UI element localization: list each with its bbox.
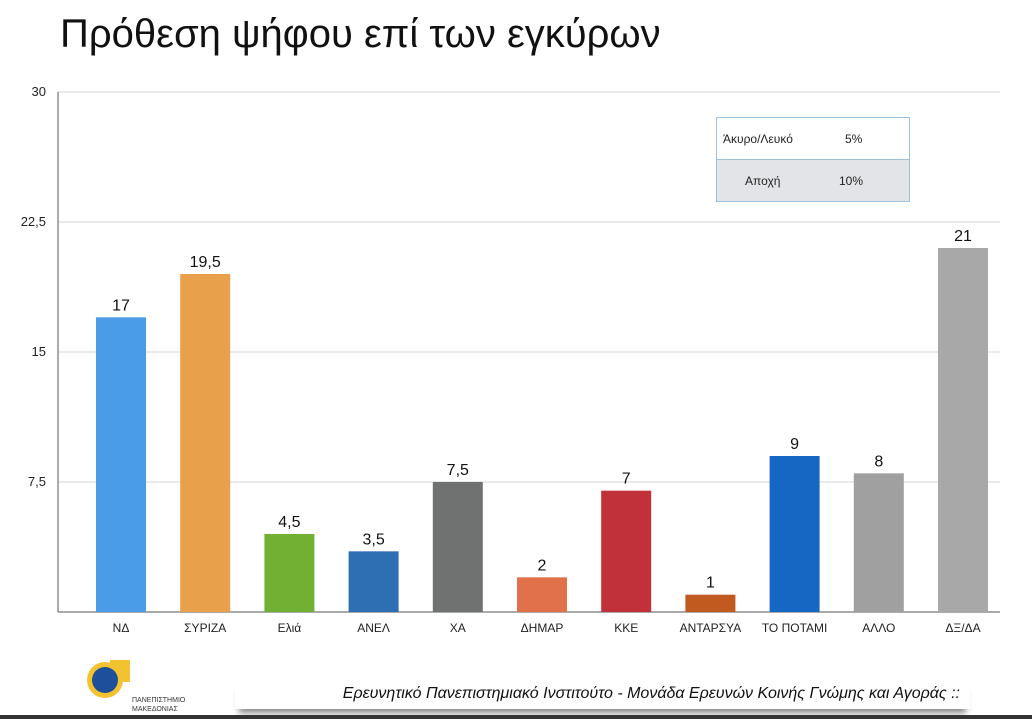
svg-text:ΜΑΚΕΔΟΝΙΑΣ: ΜΑΚΕΔΟΝΙΑΣ (132, 706, 178, 713)
footer-banner: Ερευνητικό Πανεπιστημιακό Ινστιτούτο - Μ… (235, 679, 970, 709)
page-title: Πρόθεση ψήφου επί των εγκύρων (60, 12, 661, 56)
x-tick-label: ΑΝΕΛ (357, 621, 390, 635)
data-label: 9 (790, 436, 799, 453)
table-row: Άκυρο/Λευκό 5% (717, 118, 909, 159)
data-label: 1 (706, 575, 715, 592)
x-tick-label: ΧΑ (450, 621, 466, 635)
x-tick-label: ΑΝΤΑΡΣΥΑ (680, 621, 742, 635)
abstention-table: Άκυρο/Λευκό 5% Αποχή 10% (716, 117, 910, 202)
data-label: 3,5 (362, 531, 384, 548)
bar (769, 456, 820, 612)
bar (348, 551, 399, 612)
row-label: Αποχή (745, 173, 781, 188)
row-value: 5% (845, 131, 863, 146)
data-label: 4,5 (278, 514, 300, 531)
bar (938, 248, 988, 612)
x-tick-label: ΑΛΛΟ (862, 621, 895, 635)
svg-text:ΠΑΝΕΠΙΣΤΗΜΙΟ: ΠΑΝΕΠΙΣΤΗΜΙΟ (132, 697, 186, 704)
y-tick-label: 30 (32, 84, 46, 99)
bottom-bar (0, 715, 1032, 719)
y-tick-label: 15 (32, 344, 46, 359)
x-tick-label: ΔΗΜΑΡ (521, 621, 564, 635)
data-label: 17 (112, 297, 130, 314)
data-label: 21 (954, 228, 972, 245)
university-logo: ΠΑΝΕΠΙΣΤΗΜΙΟ ΜΑΚΕΔΟΝΙΑΣ (87, 660, 186, 713)
bar (517, 577, 567, 612)
bar (432, 482, 483, 612)
bar (264, 534, 315, 612)
bar (685, 594, 736, 612)
table-row: Αποχή 10% (717, 159, 909, 201)
y-tick-label: 22,5 (21, 214, 46, 229)
bar (180, 274, 231, 612)
x-tick-label: ΣΥΡΙΖΑ (184, 621, 226, 635)
x-tick-label: ΔΞ/ΔΑ (945, 621, 980, 635)
data-label: 2 (538, 557, 547, 574)
x-tick-label: ΚΚΕ (614, 621, 638, 635)
data-label: 7 (622, 471, 631, 488)
bar (96, 317, 146, 612)
data-label: 7,5 (447, 462, 469, 479)
x-tick-label: ΤΟ ΠΟΤΑΜΙ (762, 621, 828, 635)
data-label: 19,5 (190, 254, 221, 271)
bar (601, 490, 652, 612)
y-tick-label: 7,5 (28, 474, 46, 489)
data-label: 8 (874, 453, 883, 470)
x-tick-label: ΝΔ (113, 621, 130, 635)
row-label: Άκυρο/Λευκό (723, 131, 793, 146)
row-value: 10% (839, 173, 864, 188)
x-tick-label: Ελιά (278, 621, 302, 635)
bar (853, 473, 904, 612)
